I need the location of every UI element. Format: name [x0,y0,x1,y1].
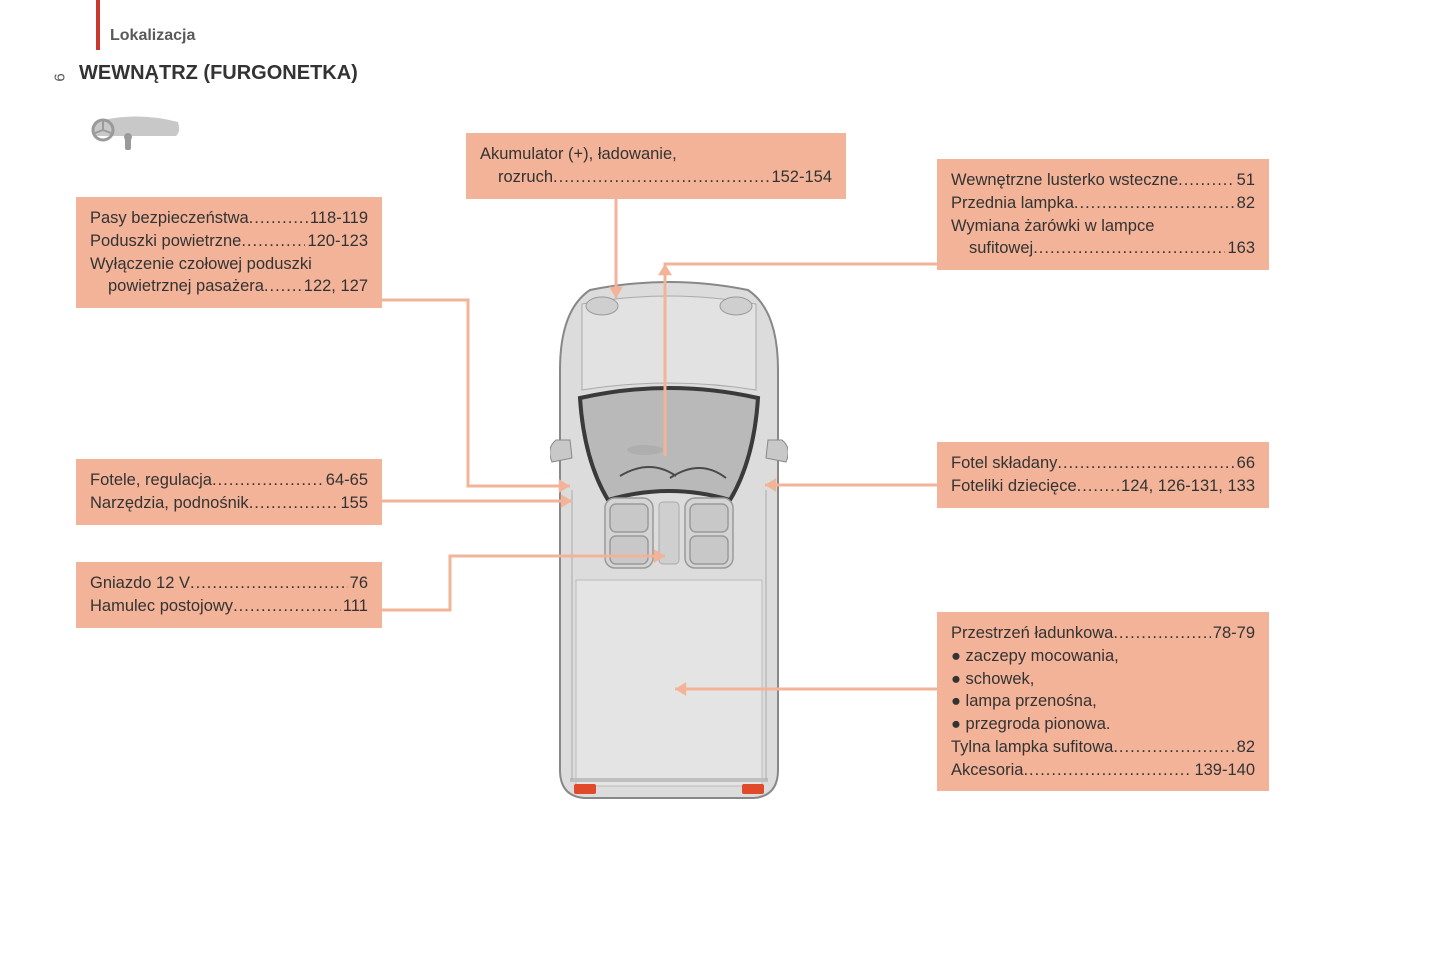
callout-label: ● przegroda pionowa. [951,713,1110,736]
dashboard-icon [88,108,184,152]
dot-leader: ........................................… [1113,736,1234,759]
callout-label: Narzędzia, podnośnik [90,492,249,515]
callout-row: Tylna lampka sufitowa...................… [951,736,1255,759]
callout-row: Wymiana żarówki w lampce [951,215,1255,238]
callout-row: sufitowej...............................… [951,237,1255,260]
callout-label: powietrznej pasażera [90,275,264,298]
dot-leader: ........................................… [1074,192,1235,215]
callout-label: ● zaczepy mocowania, [951,645,1119,668]
callout-row: Wyłączenie czołowej poduszki [90,253,368,276]
dot-leader: ........................................… [249,207,308,230]
callout-mid_right: Fotel składany..........................… [937,442,1269,508]
callout-row: Przestrzeń ładunkowa....................… [951,622,1255,645]
callout-row: Narzędzia, podnośnik....................… [90,492,368,515]
callout-pages: 82 [1235,736,1255,759]
callout-row: Hamulec postojowy.......................… [90,595,368,618]
callout-row: ● przegroda pionowa. [951,713,1255,736]
callout-label: ● schowek, [951,668,1034,691]
dot-leader: ........................................… [212,469,324,492]
callout-label: Hamulec postojowy [90,595,233,618]
callout-label: Akcesoria [951,759,1023,782]
callout-row: Pasy bezpieczeństwa.....................… [90,207,368,230]
callout-pages: 78-79 [1211,622,1255,645]
callout-label: Fotele, regulacja [90,469,212,492]
car-diagram [550,280,788,804]
callout-pages: 152-154 [769,166,832,189]
callout-label: Wymiana żarówki w lampce [951,215,1154,238]
callout-label: Wewnętrzne lusterko wsteczne [951,169,1178,192]
callout-label: Poduszki powietrzne [90,230,241,253]
dot-leader: ........................................… [1113,622,1210,645]
dot-leader: ........................................… [1023,759,1192,782]
header-accent-bar [96,0,100,50]
callout-label: Wyłączenie czołowej poduszki [90,253,312,276]
callout-row: ● zaczepy mocowania, [951,645,1255,668]
callout-label: Fotel składany [951,452,1057,475]
callout-pages: 120-123 [305,230,368,253]
callout-pages: 51 [1235,169,1255,192]
callout-row: Przednia lampka.........................… [951,192,1255,215]
callout-row: Poduszki powietrzne.....................… [90,230,368,253]
callout-row: powietrznej pasażera....................… [90,275,368,298]
callout-row: rozruch.................................… [480,166,832,189]
dot-leader: ........................................… [1077,475,1119,498]
callout-label: Gniazdo 12 V [90,572,190,595]
dot-leader: ........................................… [1033,237,1225,260]
callout-top_right: Wewnętrzne lusterko wsteczne............… [937,159,1269,270]
callout-pages: 124, 126-131, 133 [1119,475,1255,498]
callout-row: Fotel składany..........................… [951,452,1255,475]
dot-leader: ........................................… [190,572,348,595]
callout-label: Akumulator (+), ładowanie, [480,143,677,166]
callout-top_center: Akumulator (+), ładowanie,rozruch.......… [466,133,846,199]
page-number: 6 [52,73,69,81]
callout-row: Gniazdo 12 V............................… [90,572,368,595]
callout-label: Przednia lampka [951,192,1074,215]
callout-pages: 82 [1235,192,1255,215]
callout-pages: 64-65 [324,469,368,492]
callout-top_left: Pasy bezpieczeństwa.....................… [76,197,382,308]
dot-leader: ........................................… [249,492,339,515]
dot-leader: ........................................… [264,275,302,298]
dot-leader: ........................................… [553,166,769,189]
section-label: Lokalizacja [110,27,195,45]
callout-row: Fotele, regulacja.......................… [90,469,368,492]
callout-row: Wewnętrzne lusterko wsteczne............… [951,169,1255,192]
callout-pages: 111 [341,595,368,618]
callout-label: Tylna lampka sufitowa [951,736,1113,759]
dot-leader: ........................................… [1178,169,1235,192]
callout-mid_left: Fotele, regulacja.......................… [76,459,382,525]
dot-leader: ........................................… [233,595,341,618]
callout-bot_left: Gniazdo 12 V............................… [76,562,382,628]
callout-pages: 66 [1235,452,1255,475]
callout-pages: 118-119 [308,207,368,230]
callout-label: rozruch [480,166,553,189]
callout-pages: 76 [348,572,368,595]
callout-label: sufitowej [951,237,1033,260]
page-title: WEWNĄTRZ (FURGONETKA) [79,62,358,85]
callout-row: ● schowek, [951,668,1255,691]
callout-pages: 139-140 [1192,759,1255,782]
callout-row: ● lampa przenośna, [951,690,1255,713]
callout-row: Akumulator (+), ładowanie, [480,143,832,166]
callout-label: Przestrzeń ładunkowa [951,622,1113,645]
callout-row: Akcesoria...............................… [951,759,1255,782]
callout-pages: 155 [338,492,368,515]
callout-bot_right: Przestrzeń ładunkowa....................… [937,612,1269,791]
callout-label: Pasy bezpieczeństwa [90,207,249,230]
callout-row: Foteliki dziecięce......................… [951,475,1255,498]
callout-label: Foteliki dziecięce [951,475,1077,498]
dot-leader: ........................................… [1057,452,1234,475]
dot-leader: ........................................… [241,230,305,253]
callout-label: ● lampa przenośna, [951,690,1097,713]
callout-pages: 163 [1225,237,1255,260]
callout-pages: 122, 127 [302,275,368,298]
